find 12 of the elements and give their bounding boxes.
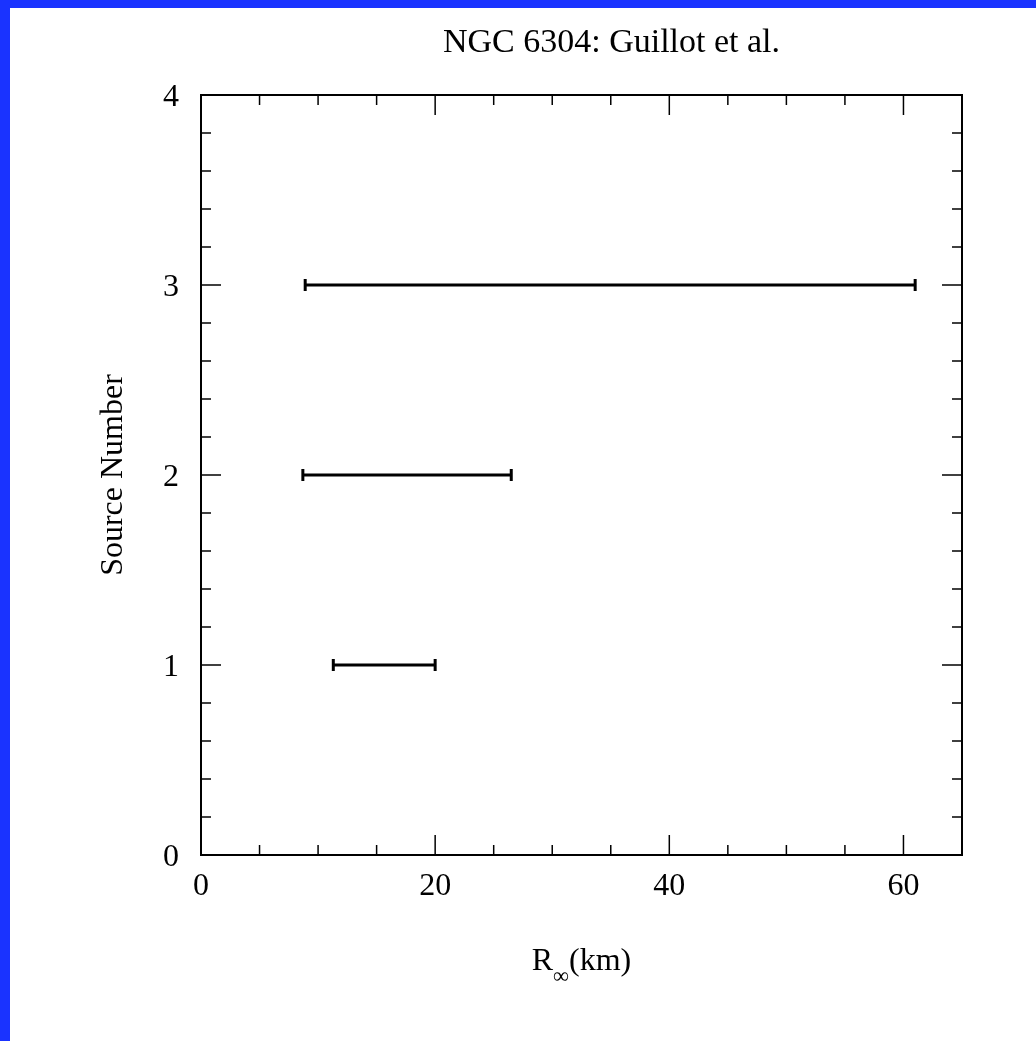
y-axis-title: Source Number — [93, 373, 129, 576]
y-tick-label: 0 — [163, 837, 179, 873]
y-tick-label: 4 — [163, 77, 179, 113]
y-tick-label: 2 — [163, 457, 179, 493]
x-axis-title: R$_{∞}$(km) — [531, 941, 632, 988]
y-tick-label: 1 — [163, 647, 179, 683]
x-tick-label: 20 — [419, 866, 452, 902]
x-tick-label: 40 — [653, 866, 686, 902]
y-tick-label: 3 — [163, 267, 179, 303]
x-tick-label: 60 — [887, 866, 920, 902]
chart-title: NGC 6304: Guillot et al. — [442, 22, 781, 59]
x-tick-label: 0 — [193, 866, 209, 902]
